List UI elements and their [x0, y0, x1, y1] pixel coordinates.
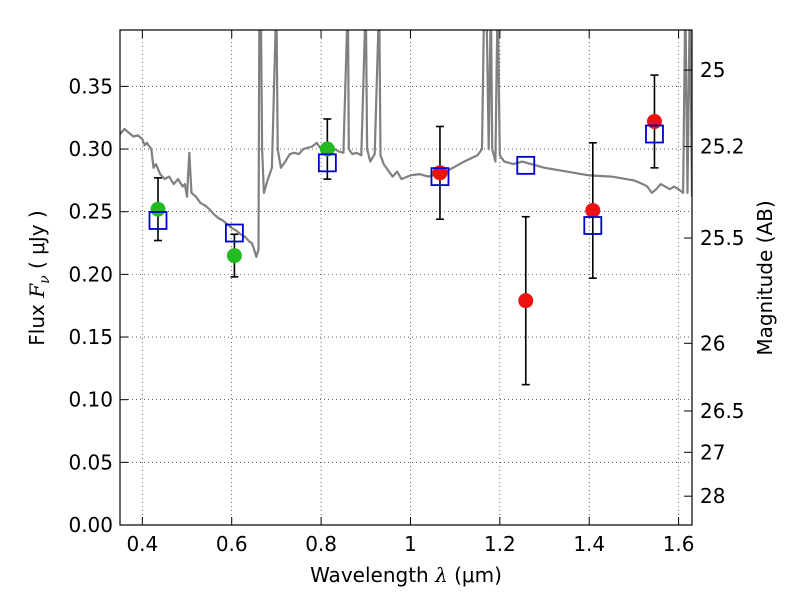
y-tick-label: 0.05 — [68, 450, 113, 474]
y2-tick-label: 28 — [700, 484, 725, 508]
data-point — [150, 201, 166, 217]
y-tick-label: 0.20 — [68, 262, 113, 286]
model-point — [645, 124, 664, 144]
data-point — [319, 141, 335, 157]
data-markers — [148, 113, 664, 309]
x-tick-label: 1.2 — [484, 532, 516, 556]
data-point — [432, 165, 448, 181]
model-point — [148, 211, 168, 230]
y-tick-label: 0.10 — [68, 388, 113, 412]
model-point — [430, 167, 450, 187]
model-spectrum — [120, 30, 692, 258]
y-tick-label: 0.00 — [68, 513, 113, 537]
x-tick-label: 1.6 — [663, 532, 695, 556]
data-point — [585, 202, 601, 218]
y2-tick-label: 25.2 — [700, 135, 745, 159]
y2-tick-label: 25.5 — [700, 226, 745, 250]
axis-ticks: 0.4 0.6 0.8 1 1.2 1.4 1.6 0.00 0.05 0.10 0.15 0.20 0… — [68, 30, 745, 556]
y-tick-label: 0.30 — [68, 137, 113, 161]
y2-tick-label: 25 — [700, 58, 725, 82]
data-point — [646, 113, 662, 129]
x-axis-label: Wavelength λ (μm) — [310, 563, 502, 587]
y2-axis-label: Magnitude (AB) — [753, 200, 777, 355]
x-tick-label: 0.8 — [305, 532, 337, 556]
y2-tick-label: 27 — [700, 440, 725, 464]
y2-tick-label: 26.5 — [700, 399, 745, 423]
x-tick-label: 1.4 — [573, 532, 605, 556]
data-point — [518, 293, 534, 309]
y-tick-label: 0.35 — [68, 74, 113, 98]
model-point — [583, 216, 603, 235]
x-tick-label: 0.4 — [126, 532, 158, 556]
y-axis-label: Flux Fν ( μJy ) — [25, 210, 53, 345]
spectrum-line — [120, 30, 692, 258]
error-bars — [153, 74, 659, 386]
y-tick-label: 0.15 — [68, 325, 113, 349]
model-point — [317, 153, 337, 173]
model-point — [224, 223, 244, 243]
grid-lines — [120, 30, 692, 525]
x-tick-label: 1 — [404, 532, 417, 556]
data-point — [226, 248, 242, 264]
y-tick-label: 0.25 — [68, 200, 113, 224]
x-tick-label: 0.6 — [216, 532, 248, 556]
model-point — [516, 155, 536, 175]
plot-frame — [119, 29, 693, 526]
y2-tick-label: 26 — [700, 331, 725, 355]
